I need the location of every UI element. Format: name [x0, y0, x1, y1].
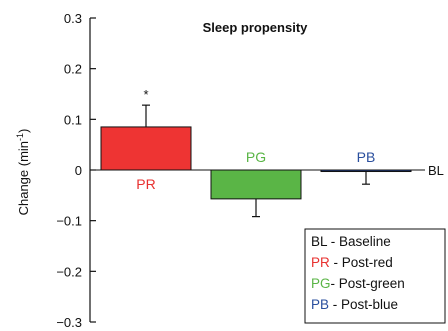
y-axis: 0.3 0.2 0.1 0 −0.1 −0.2 −0.3 — [56, 11, 96, 330]
y-tick-label: 0.2 — [64, 62, 82, 77]
y-tick-label: 0.1 — [64, 112, 82, 127]
y-tick-label: −0.2 — [56, 264, 82, 279]
bars: BL * PR PG PB — [90, 87, 444, 218]
bar-category-label: PR — [136, 176, 155, 192]
y-axis-label-main: Change (min — [16, 141, 31, 215]
y-axis-label-superscript: -1 — [15, 133, 25, 141]
y-tick-label: −0.3 — [56, 315, 82, 330]
legend-abbr: BL — [311, 234, 328, 249]
legend-box — [304, 228, 446, 324]
legend-description: - Post-green — [331, 276, 405, 291]
legend-abbr: PR — [311, 255, 330, 270]
legend: BL - Baseline PR - Post-red PG- Post-green… — [304, 228, 446, 324]
bar-category-label: PB — [357, 149, 376, 165]
bar — [100, 126, 192, 171]
legend-description: - Post-red — [330, 255, 393, 270]
legend-description: - Baseline — [327, 234, 391, 249]
y-tick-label: 0 — [75, 163, 82, 178]
legend-entry: PR - Post-red — [311, 255, 393, 270]
bar-category-label: PG — [246, 149, 266, 165]
legend-description: - Post-blue — [329, 297, 398, 312]
y-tick-label: −0.1 — [56, 214, 82, 229]
baseline-label: BL — [428, 163, 444, 178]
significance-marker: * — [143, 87, 148, 102]
legend-entry: BL - Baseline — [311, 234, 391, 249]
legend-abbr: PG — [311, 276, 331, 291]
legend-entry: PB - Post-blue — [311, 297, 398, 312]
y-tick-label: 0.3 — [64, 11, 82, 26]
bar — [210, 169, 302, 200]
legend-abbr: PB — [311, 297, 329, 312]
bar — [320, 169, 412, 173]
legend-entry: PG- Post-green — [311, 276, 405, 291]
y-axis-label: Change (min-1) — [15, 129, 31, 216]
chart-title: Sleep propensity — [203, 20, 309, 35]
y-axis-label-close: ) — [16, 129, 31, 133]
